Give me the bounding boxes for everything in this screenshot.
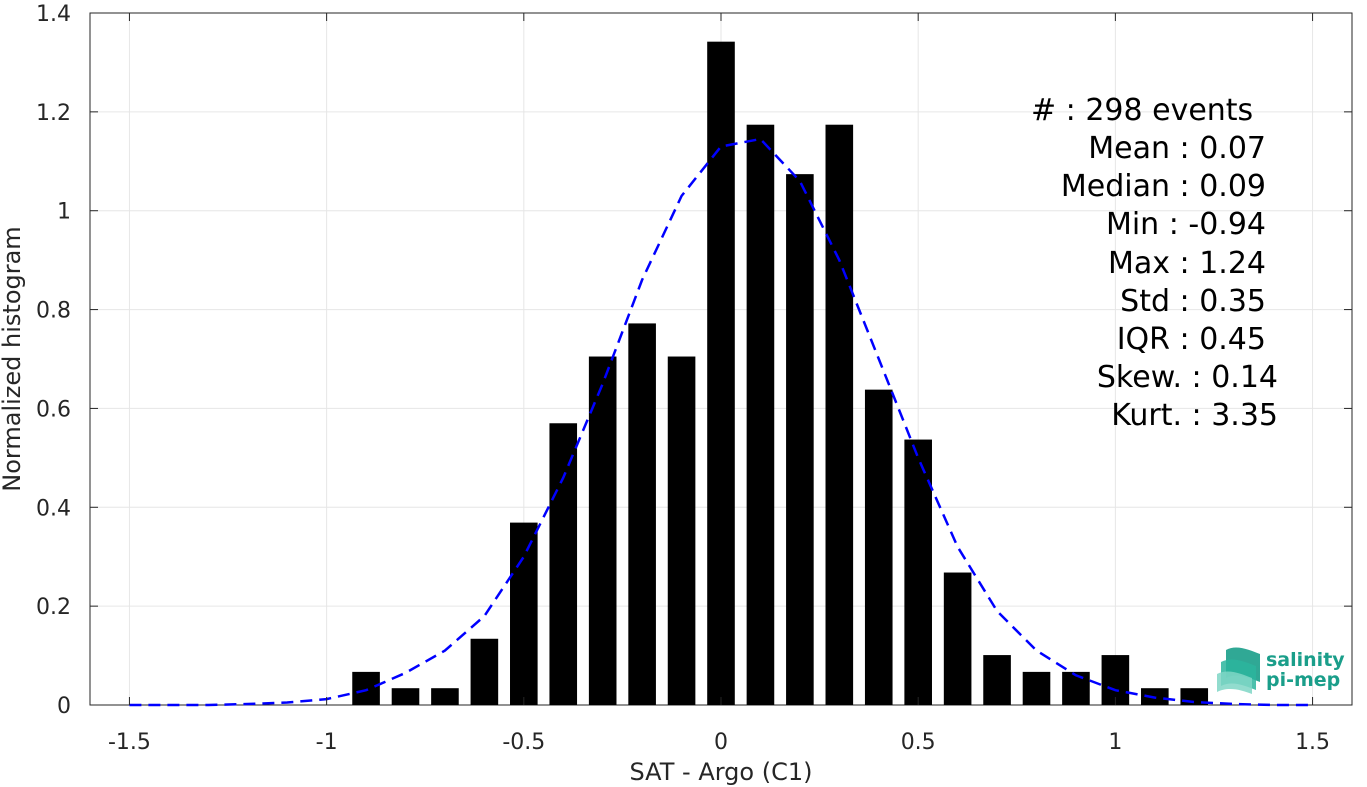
x-tick-label-6: 1.5: [1295, 730, 1330, 755]
histogram-bar-17: [1022, 671, 1051, 705]
x-axis-label: SAT - Argo (C1): [630, 758, 813, 786]
histogram-bar-11: [786, 174, 814, 705]
histogram-bar-19: [1101, 655, 1130, 705]
x-tick-label-2: -0.5: [502, 730, 545, 755]
stat-skew: Skew. : 0.14: [1097, 360, 1278, 395]
y-tick-label-2: 0.4: [36, 496, 71, 521]
stat-mean: Mean : 0.07: [1088, 131, 1266, 166]
y-tick-label-7: 1.4: [36, 2, 71, 27]
logo-text-salinity: salinity: [1266, 649, 1345, 671]
axis-tick-labels: -1.5 -1 -0.5 0 0.5 1 1.5 0 0.2 0.4 0.6 0.8 1 1.2 1.4: [36, 2, 1330, 755]
stat-kurt: Kurt. : 3.35: [1111, 398, 1278, 433]
x-tick-label-5: 1: [1108, 730, 1122, 755]
logo-wave-icon: [1217, 647, 1260, 694]
stats-annotation: # : 298 events Mean : 0.07 Median : 0.09…: [1031, 93, 1278, 433]
y-tick-label-5: 1: [57, 200, 71, 225]
histogram-bar-5: [549, 423, 578, 705]
salinity-pimep-logo: salinity pi-mep: [1217, 647, 1345, 694]
histogram-bars: [352, 41, 1209, 706]
histogram-bar-9: [707, 41, 735, 705]
stat-max: Max : 1.24: [1108, 246, 1266, 281]
y-axis-label: Normalized histogram: [0, 226, 26, 491]
histogram-bar-15: [943, 572, 972, 705]
histogram-bar-10: [746, 124, 775, 706]
histogram-bar-18: [1062, 671, 1090, 705]
logo-text-pimep: pi-mep: [1266, 669, 1340, 691]
stat-events: # : 298 events: [1031, 93, 1253, 128]
y-tick-label-6: 1.2: [36, 101, 71, 126]
histogram-bar-8: [667, 356, 696, 705]
histogram-bar-1: [391, 688, 420, 705]
histogram-bar-16: [983, 655, 1011, 705]
stat-min: Min : -0.94: [1106, 207, 1266, 242]
stat-median: Median : 0.09: [1061, 169, 1266, 204]
histogram-bar-0: [352, 671, 380, 705]
y-tick-label-1: 0.2: [36, 595, 71, 620]
histogram-bar-6: [588, 356, 617, 705]
histogram-bar-3: [470, 638, 499, 705]
y-tick-label-3: 0.6: [36, 397, 71, 422]
x-tick-label-1: -1: [316, 730, 338, 755]
y-tick-label-4: 0.8: [36, 299, 71, 324]
histogram-bar-7: [628, 323, 656, 705]
histogram-bar-14: [904, 439, 932, 705]
stat-iqr: IQR : 0.45: [1117, 322, 1266, 357]
histogram-bar-13: [864, 389, 893, 705]
stat-std: Std : 0.35: [1120, 284, 1266, 319]
axis-ticks: [90, 12, 1352, 706]
x-tick-label-0: -1.5: [108, 730, 151, 755]
y-tick-label-0: 0: [57, 694, 71, 719]
x-tick-label-4: 0.5: [901, 730, 936, 755]
histogram-bar-4: [510, 522, 538, 705]
x-tick-label-3: 0: [714, 730, 728, 755]
histogram-bar-12: [825, 124, 854, 706]
histogram-bar-2: [431, 688, 459, 705]
